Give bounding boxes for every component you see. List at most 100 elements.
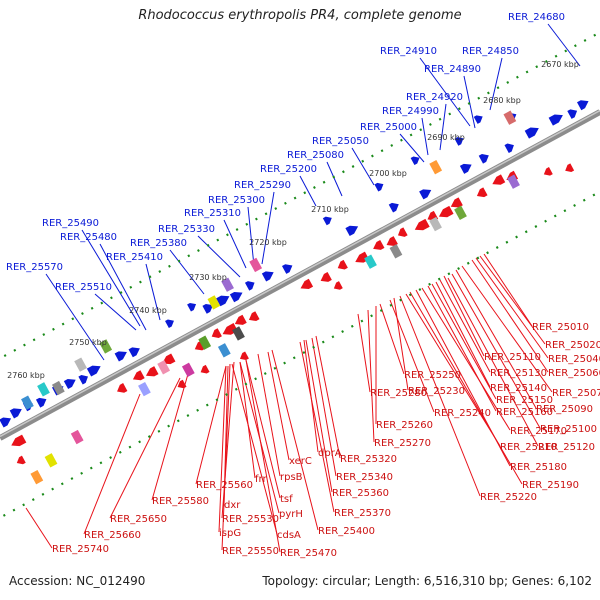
forward-label-leader	[94, 293, 137, 331]
reverse-label-leader	[151, 373, 189, 501]
reverse-gene-arrow	[177, 379, 187, 389]
feature-block	[30, 469, 44, 485]
track-layer	[0, 33, 600, 517]
reverse-gene-arrow	[211, 328, 222, 338]
forward-gene-arrow	[374, 182, 384, 192]
reverse-label-leader	[393, 297, 409, 391]
forward-gene-arrow	[244, 281, 255, 291]
forward-gene-label: RER_25410	[106, 252, 163, 263]
reverse-label-leader	[455, 269, 537, 409]
forward-gene-label: RER_25510	[55, 282, 112, 293]
kbp-tick-label: 2760 kbp	[7, 371, 45, 380]
reverse-label-leader	[435, 281, 491, 388]
reverse-gene-label: RER_25220	[480, 492, 537, 503]
forward-label-leader	[299, 175, 317, 207]
reverse-label-leader	[245, 359, 281, 553]
reverse-label-leader	[109, 377, 181, 519]
kbp-tick-label: 2680 kbp	[483, 96, 521, 105]
reverse-gene-arrow	[132, 370, 145, 381]
reverse-gene-arrow	[565, 163, 575, 172]
forward-gene-arrow	[114, 351, 127, 362]
reverse-gene-label: RER_25250	[404, 370, 461, 381]
feature-block	[454, 205, 467, 221]
map-title: Rhodococcus erythropolis PR4, complete g…	[138, 8, 462, 23]
reverse-gene-label: RER_25100	[540, 424, 597, 435]
feature-block	[364, 254, 377, 269]
feature-block	[70, 429, 84, 445]
feature-layer	[0, 100, 589, 485]
reverse-label-leader	[239, 361, 280, 514]
forward-gene-label: RER_25300	[208, 195, 265, 206]
forward-gene-arrow	[9, 408, 22, 419]
forward-gene-label: RER_24680	[508, 12, 565, 23]
reverse-gene-label: RER_25040	[548, 354, 600, 365]
forward-gene-arrow	[454, 137, 464, 146]
reverse-gene-label: cdsA	[277, 530, 301, 541]
forward-gene-label: RER_24890	[424, 64, 481, 75]
forward-label-leader	[489, 57, 503, 111]
forward-label-leader	[261, 191, 275, 265]
forward-gene-label: RER_25000	[360, 122, 417, 133]
forward-gene-arrow	[524, 127, 539, 139]
reverse-gene-label: pyrH	[279, 509, 303, 520]
reverse-gene-label: RER_25280	[370, 388, 427, 399]
reverse-gene-label: RER_25530	[222, 514, 279, 525]
kbp-tick-label: 2670 kbp	[541, 60, 579, 69]
reverse-gene-label: RER_25470	[280, 548, 337, 559]
reverse-gene-label: RER_25160	[496, 407, 553, 418]
forward-label-leader	[439, 103, 447, 151]
reverse-label-leader	[357, 313, 371, 393]
reverse-gene-arrow	[373, 239, 385, 250]
reverse-gene-label: RER_25400	[318, 526, 375, 537]
reverse-gene-arrow	[239, 351, 249, 361]
reverse-label-leader	[471, 259, 549, 373]
reverse-gene-arrow	[333, 281, 343, 290]
kbp-tick-label: 2720 kbp	[249, 238, 287, 247]
forward-gene-label: RER_25310	[184, 208, 241, 219]
forward-gene-arrow	[577, 100, 589, 111]
feature-block	[74, 357, 87, 372]
reverse-label-leader	[409, 291, 523, 485]
forward-label-leader	[223, 219, 247, 269]
forward-gene-arrow	[86, 365, 101, 377]
reverse-label-leader	[305, 339, 333, 493]
label-layer: 2670 kbp 2680 kbp 2690 kbp 2700 kbp 2710 kbp…	[6, 12, 600, 559]
reverse-label-leader	[267, 351, 290, 461]
forward-gene-arrow	[63, 379, 76, 390]
reverse-gene-arrow	[16, 455, 26, 465]
reverse-gene-label: RER_25230	[408, 386, 465, 397]
feature-block	[51, 380, 65, 396]
reverse-label-leader	[483, 253, 533, 327]
kbp-tick-label: 2690 kbp	[427, 133, 465, 142]
forward-gene-label: RER_25480	[60, 232, 117, 243]
reverse-label-leader	[379, 303, 405, 375]
forward-label-leader	[419, 57, 471, 127]
forward-label-leader	[99, 243, 147, 331]
reverse-gene-label: dprA	[318, 448, 342, 459]
forward-label-leader	[547, 23, 581, 67]
forward-gene-arrow	[202, 303, 214, 314]
forward-label-leader	[247, 206, 255, 267]
reverse-gene-label: RER_25650	[110, 514, 167, 525]
feature-block	[249, 257, 263, 273]
reverse-label-leader	[311, 337, 337, 477]
reverse-gene-label: RER_25070	[552, 388, 600, 399]
genome-backbone-highlight	[0, 109, 600, 438]
feature-block	[21, 395, 34, 410]
reverse-label-leader	[405, 293, 501, 447]
feature-block	[429, 159, 443, 175]
reverse-gene-label: RER_25560	[196, 480, 253, 491]
forward-gene-label: RER_24990	[382, 106, 439, 117]
feature-block	[217, 343, 231, 358]
forward-gene-label: RER_25330	[158, 224, 215, 235]
reverse-gene-label: RER_25020	[545, 340, 600, 351]
reverse-gene-label: RER_25740	[52, 544, 109, 555]
upper-tick-track	[0, 33, 598, 360]
reverse-gene-arrow	[337, 259, 348, 270]
reverse-label-leader	[83, 393, 141, 535]
feature-block	[157, 360, 171, 375]
reverse-gene-label: RER_25240	[434, 408, 491, 419]
reverse-label-leader	[427, 285, 497, 412]
reverse-label-leader	[475, 257, 549, 359]
